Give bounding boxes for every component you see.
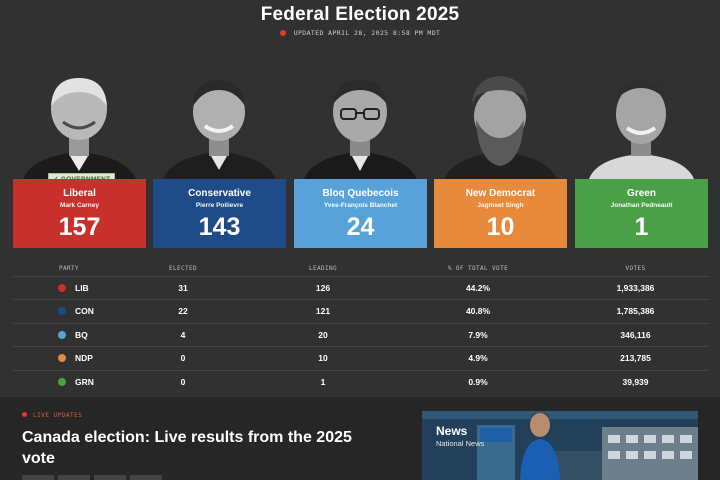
table-row: LIB 31 126 44.2% 1,933,386 xyxy=(13,275,708,300)
party-color-dot xyxy=(58,307,66,316)
elected-cell: 0 xyxy=(113,369,253,394)
leading-cell: 1 xyxy=(253,369,393,394)
elected-cell: 4 xyxy=(113,322,253,347)
party-cell: LIB xyxy=(13,275,113,300)
video-frame-image xyxy=(422,411,698,480)
seat-count: 24 xyxy=(346,213,375,241)
votes-cell: 213,785 xyxy=(563,346,708,370)
table-row: GRN 0 1 0.9% 39,939 xyxy=(13,369,708,394)
column-header-percent: % OF TOTAL VOTE xyxy=(447,265,509,273)
candidate-photo xyxy=(575,76,708,179)
party-cell: NDP xyxy=(13,346,113,370)
elected-cell: 31 xyxy=(113,275,253,300)
party-code: GRN xyxy=(75,377,94,387)
column-header-elected: ELECTED xyxy=(168,265,198,273)
live-dot-icon xyxy=(279,30,286,36)
leading-cell: 126 xyxy=(253,275,393,300)
party-code: NDP xyxy=(75,353,93,364)
percent-cell: 0.9% xyxy=(393,369,563,394)
leader-name: Pierre Poilievre xyxy=(195,202,244,209)
party-color-dot xyxy=(58,378,66,386)
party-name: Liberal xyxy=(63,188,96,199)
updated-timestamp: UPDATED APRIL 28, 2025 8:58 PM MDT xyxy=(0,29,720,37)
leading-cell: 121 xyxy=(253,299,393,323)
table-row: CON 22 121 40.8% 1,785,386 xyxy=(13,299,708,323)
leader-name: Jonathan Pedneault xyxy=(610,202,673,209)
live-updates-label: LIVE UPDATES xyxy=(22,412,82,419)
live-headline-link[interactable]: Canada election: Live results from the 2… xyxy=(22,429,352,467)
candidate-card-conservative[interactable]: Conservative Pierre Poilievre 143 xyxy=(153,76,286,248)
party-color-dot xyxy=(58,330,66,339)
leading-cell: 20 xyxy=(253,322,393,347)
seat-count: 1 xyxy=(634,213,649,241)
live-dot-icon xyxy=(22,412,27,417)
news-video-player[interactable]: News National News xyxy=(422,411,698,480)
candidate-photo xyxy=(294,76,427,179)
party-color-dot xyxy=(58,354,66,363)
column-header-leading: LEADING xyxy=(308,265,338,273)
party-card: Conservative Pierre Poilievre 143 xyxy=(153,179,286,248)
elected-cell: 0 xyxy=(113,346,253,370)
leader-name: Yves-François Blanchet xyxy=(323,202,398,209)
table-row: BQ 4 20 7.9% 346,116 xyxy=(13,322,708,347)
percent-cell: 40.8% xyxy=(393,299,563,323)
seat-count: 157 xyxy=(58,213,101,241)
column-header-votes: VOTES xyxy=(625,265,646,273)
results-table: PARTY ELECTED LEADING % OF TOTAL VOTE VO… xyxy=(13,262,708,394)
candidate-card-ndp[interactable]: New Democrat Jagmeet Singh 10 xyxy=(434,76,567,248)
party-name: Conservative xyxy=(188,188,251,199)
candidate-photo xyxy=(434,76,567,179)
seat-count: 143 xyxy=(198,213,241,241)
candidate-card-green[interactable]: Green Jonathan Pedneault 1 xyxy=(575,76,708,248)
party-card: Liberal Mark Carney 157 xyxy=(13,179,146,248)
party-name: New Democrat xyxy=(465,188,536,199)
votes-cell: 1,785,386 xyxy=(563,299,708,323)
results-table-header: PARTY ELECTED LEADING % OF TOTAL VOTE VO… xyxy=(13,262,708,276)
votes-cell: 346,116 xyxy=(563,322,708,347)
seat-count: 10 xyxy=(486,213,515,241)
party-cell: BQ xyxy=(13,322,113,347)
party-card: New Democrat Jagmeet Singh 10 xyxy=(434,179,567,248)
party-name: Green xyxy=(627,188,656,199)
updated-text: UPDATED APRIL 28, 2025 8:58 PM MDT xyxy=(293,29,441,37)
percent-cell: 7.9% xyxy=(393,322,563,347)
candidate-card-bloc[interactable]: Bloq Quebecois Yves-François Blanchet 24 xyxy=(294,76,427,248)
table-row: NDP 0 10 4.9% 213,785 xyxy=(13,346,708,370)
elected-cell: 22 xyxy=(113,299,253,323)
candidate-card-liberal[interactable]: ✓ GOVERNMENT Liberal Mark Carney 157 xyxy=(13,76,146,248)
party-code: BQ xyxy=(75,329,88,340)
candidate-photo: ✓ GOVERNMENT xyxy=(13,76,146,185)
video-subtitle: National News xyxy=(436,439,485,448)
candidate-photo xyxy=(153,76,286,179)
column-header-party: PARTY xyxy=(59,265,80,273)
percent-cell: 4.9% xyxy=(393,346,563,370)
party-color-dot xyxy=(58,283,66,292)
party-cell: CON xyxy=(13,299,113,323)
party-card: Bloq Quebecois Yves-François Blanchet 24 xyxy=(294,179,427,248)
leader-name: Mark Carney xyxy=(59,202,100,209)
party-name: Bloq Quebecois xyxy=(322,188,399,199)
page-title: Federal Election 2025 xyxy=(260,4,460,25)
party-cell: GRN xyxy=(13,369,113,394)
results-header-section: Federal Election 2025 UPDATED APRIL 28, … xyxy=(0,4,720,394)
leading-cell: 10 xyxy=(253,346,393,370)
party-code: LIB xyxy=(75,282,89,293)
leader-name: Jagmeet Singh xyxy=(477,202,524,209)
votes-cell: 39,939 xyxy=(563,369,708,394)
party-code: CON xyxy=(75,306,94,317)
party-card: Green Jonathan Pedneault 1 xyxy=(575,179,708,248)
votes-cell: 1,933,386 xyxy=(563,275,708,300)
percent-cell: 44.2% xyxy=(393,275,563,300)
live-updates-section: LIVE UPDATES Canada election: Live resul… xyxy=(0,397,720,480)
headline-thumbnails xyxy=(22,475,162,480)
live-updates-text: LIVE UPDATES xyxy=(33,412,83,419)
video-title: News xyxy=(436,424,468,438)
